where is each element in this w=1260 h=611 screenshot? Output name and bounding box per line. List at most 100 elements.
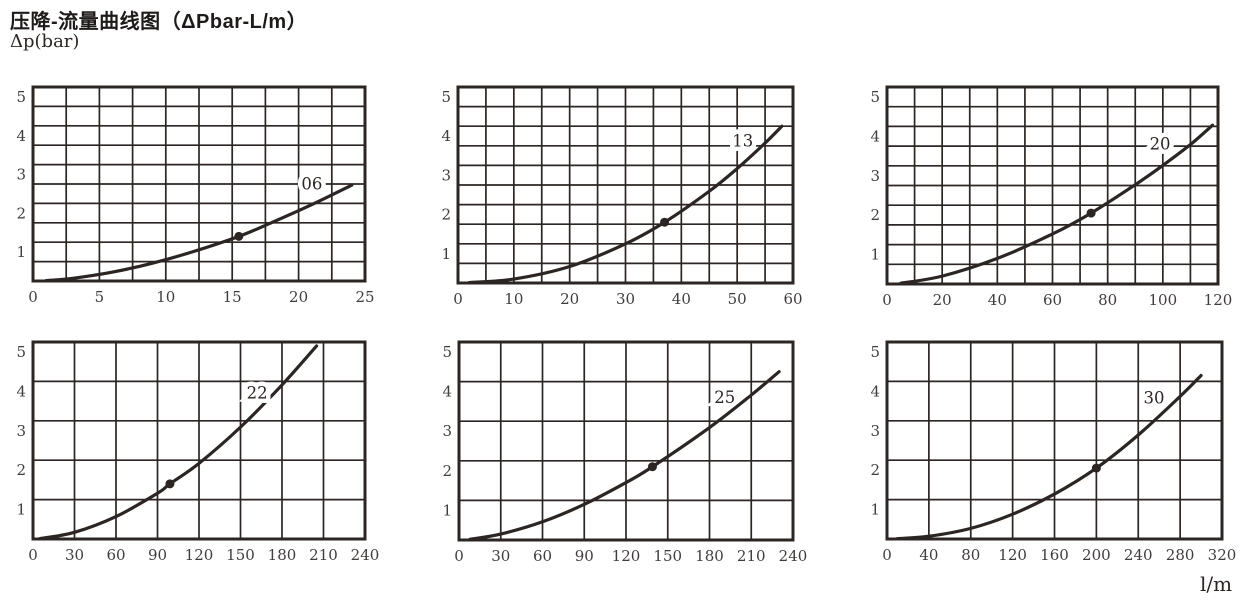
curve-label-22: 22 [247,384,268,403]
svg-text:2: 2 [16,461,26,479]
svg-text:25: 25 [355,288,374,306]
grid-lines [887,87,1218,284]
svg-text:3: 3 [442,422,452,440]
svg-text:40: 40 [988,291,1007,309]
svg-text:90: 90 [575,547,594,565]
svg-text:160: 160 [1040,546,1069,564]
rated-point-marker-06 [234,231,244,241]
chart-model-22: 0 30 60 90 120 150 180 210 240 1 2 3 4 5 22 [3,334,381,571]
svg-text:5: 5 [870,343,880,361]
pressure-curve-06 [44,183,354,283]
chart-06-plot: 0 5 10 15 20 25 1 2 3 4 5 06 [16,85,375,306]
curve-label-06: 06 [301,175,322,194]
svg-text:180: 180 [268,546,297,564]
x-tick-labels: 0 10 20 30 40 50 60 [453,290,802,308]
svg-text:2: 2 [442,462,452,480]
svg-text:240: 240 [1124,546,1153,564]
svg-text:10: 10 [504,290,523,308]
svg-text:200: 200 [1082,546,1111,564]
svg-text:2: 2 [870,206,880,224]
svg-text:1: 1 [870,501,880,519]
chart-model-20: 0 20 40 60 80 100 120 1 2 3 4 5 20 [857,79,1234,316]
svg-text:30: 30 [616,290,635,308]
svg-text:280: 280 [1166,546,1195,564]
svg-text:320: 320 [1208,546,1237,564]
pressure-curve-22 [38,344,319,541]
curve-label-25: 25 [714,388,735,407]
svg-text:2: 2 [441,206,451,224]
svg-text:120: 120 [612,547,641,565]
plot-border [456,85,795,285]
svg-text:3: 3 [16,422,26,440]
y-tick-labels: 1 2 3 4 5 [870,88,880,264]
x-tick-labels: 0 5 10 15 20 25 [28,288,374,306]
grid-lines [33,87,365,281]
plot-border [31,340,367,541]
y-tick-labels: 1 2 3 4 5 [16,343,26,519]
svg-text:60: 60 [106,546,125,564]
y-axis-label: Δp(bar) [10,31,80,52]
svg-text:20: 20 [289,288,308,306]
rated-point-marker-25 [647,462,657,472]
page-title: 压降-流量曲线图（ΔPbar-L/m） [10,11,308,33]
plot-border [457,340,795,542]
svg-text:2: 2 [16,204,26,222]
rated-point-marker-20 [1086,208,1096,218]
svg-text:5: 5 [95,288,105,306]
y-tick-labels: 1 2 3 4 5 [16,88,26,261]
svg-text:120: 120 [998,546,1027,564]
svg-text:30: 30 [491,547,510,565]
svg-text:3: 3 [870,422,880,440]
svg-text:3: 3 [870,167,880,185]
rated-point-marker-13 [660,217,670,227]
svg-text:240: 240 [351,546,380,564]
svg-text:30: 30 [65,546,84,564]
svg-text:0: 0 [882,546,892,564]
chart-model-06: 0 5 10 15 20 25 1 2 3 4 5 06 [3,79,381,313]
chart-model-30: 0 40 80 120 160 200 240 280 320 1 2 3 4 5 30 [857,334,1238,571]
plot-border [885,340,1224,541]
svg-text:4: 4 [16,382,26,400]
svg-text:120: 120 [1204,291,1233,309]
svg-text:5: 5 [16,88,26,106]
chart-model-13: 0 10 20 30 40 50 60 1 2 3 4 5 13 [428,79,809,315]
grid-lines [458,87,793,283]
x-tick-labels: 0 30 60 90 120 150 180 210 240 [454,547,807,565]
svg-text:210: 210 [737,547,766,565]
svg-text:0: 0 [882,291,892,309]
chart-model-25: 0 30 60 90 120 150 180 210 240 1 2 3 4 5 25 [429,334,809,572]
svg-text:60: 60 [783,290,802,308]
svg-text:2: 2 [870,461,880,479]
x-tick-labels: 0 20 40 60 80 100 120 [882,291,1232,309]
svg-text:240: 240 [779,547,808,565]
y-tick-labels: 1 2 3 4 5 [870,343,880,519]
svg-text:20: 20 [560,290,579,308]
svg-text:4: 4 [870,127,880,145]
svg-text:1: 1 [16,501,26,519]
svg-text:5: 5 [16,343,26,361]
svg-text:20: 20 [933,291,952,309]
svg-text:3: 3 [16,166,26,184]
svg-text:90: 90 [148,546,167,564]
curve-label-30: 30 [1143,388,1164,407]
plot-border [31,85,367,283]
svg-text:210: 210 [309,546,338,564]
plot-border [885,85,1220,286]
svg-text:1: 1 [870,246,880,264]
chart-25-plot: 0 30 60 90 120 150 180 210 240 1 2 3 4 5 25 [442,340,807,565]
svg-text:120: 120 [185,546,214,564]
svg-text:4: 4 [441,127,451,145]
y-tick-labels: 1 2 3 4 5 [441,88,451,263]
svg-text:1: 1 [442,501,452,519]
svg-text:0: 0 [28,288,38,306]
svg-text:5: 5 [870,88,880,106]
chart-20-plot: 0 20 40 60 80 100 120 1 2 3 4 5 20 [870,85,1232,309]
grid-lines [459,342,793,540]
chart-30-plot: 0 40 80 120 160 200 240 280 320 1 2 3 4 5 30 [870,340,1237,564]
curve-label-13: 13 [732,132,753,151]
svg-text:1: 1 [441,245,451,263]
grid-lines [33,342,365,539]
svg-text:5: 5 [441,88,451,106]
svg-text:15: 15 [223,288,242,306]
